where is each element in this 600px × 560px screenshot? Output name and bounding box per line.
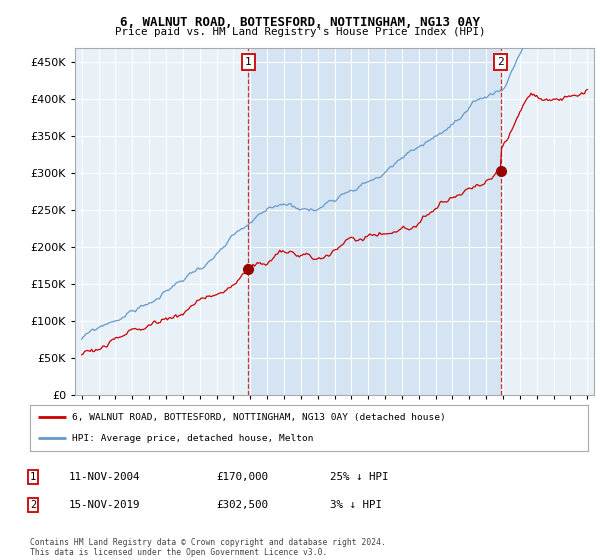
Text: 2: 2 bbox=[30, 500, 36, 510]
Text: 6, WALNUT ROAD, BOTTESFORD, NOTTINGHAM, NG13 0AY (detached house): 6, WALNUT ROAD, BOTTESFORD, NOTTINGHAM, … bbox=[72, 413, 446, 422]
Text: 1: 1 bbox=[245, 57, 251, 67]
Text: £302,500: £302,500 bbox=[216, 500, 268, 510]
Text: 3% ↓ HPI: 3% ↓ HPI bbox=[330, 500, 382, 510]
Text: 15-NOV-2019: 15-NOV-2019 bbox=[69, 500, 140, 510]
Text: Contains HM Land Registry data © Crown copyright and database right 2024.
This d: Contains HM Land Registry data © Crown c… bbox=[30, 538, 386, 557]
Bar bbox=[248, 48, 501, 395]
Text: 11-NOV-2004: 11-NOV-2004 bbox=[69, 472, 140, 482]
Text: HPI: Average price, detached house, Melton: HPI: Average price, detached house, Melt… bbox=[72, 434, 313, 443]
Text: 1: 1 bbox=[30, 472, 36, 482]
Text: 2: 2 bbox=[497, 57, 504, 67]
Text: £170,000: £170,000 bbox=[216, 472, 268, 482]
Text: 6, WALNUT ROAD, BOTTESFORD, NOTTINGHAM, NG13 0AY: 6, WALNUT ROAD, BOTTESFORD, NOTTINGHAM, … bbox=[120, 16, 480, 29]
Text: Price paid vs. HM Land Registry's House Price Index (HPI): Price paid vs. HM Land Registry's House … bbox=[115, 27, 485, 37]
Text: 25% ↓ HPI: 25% ↓ HPI bbox=[330, 472, 389, 482]
